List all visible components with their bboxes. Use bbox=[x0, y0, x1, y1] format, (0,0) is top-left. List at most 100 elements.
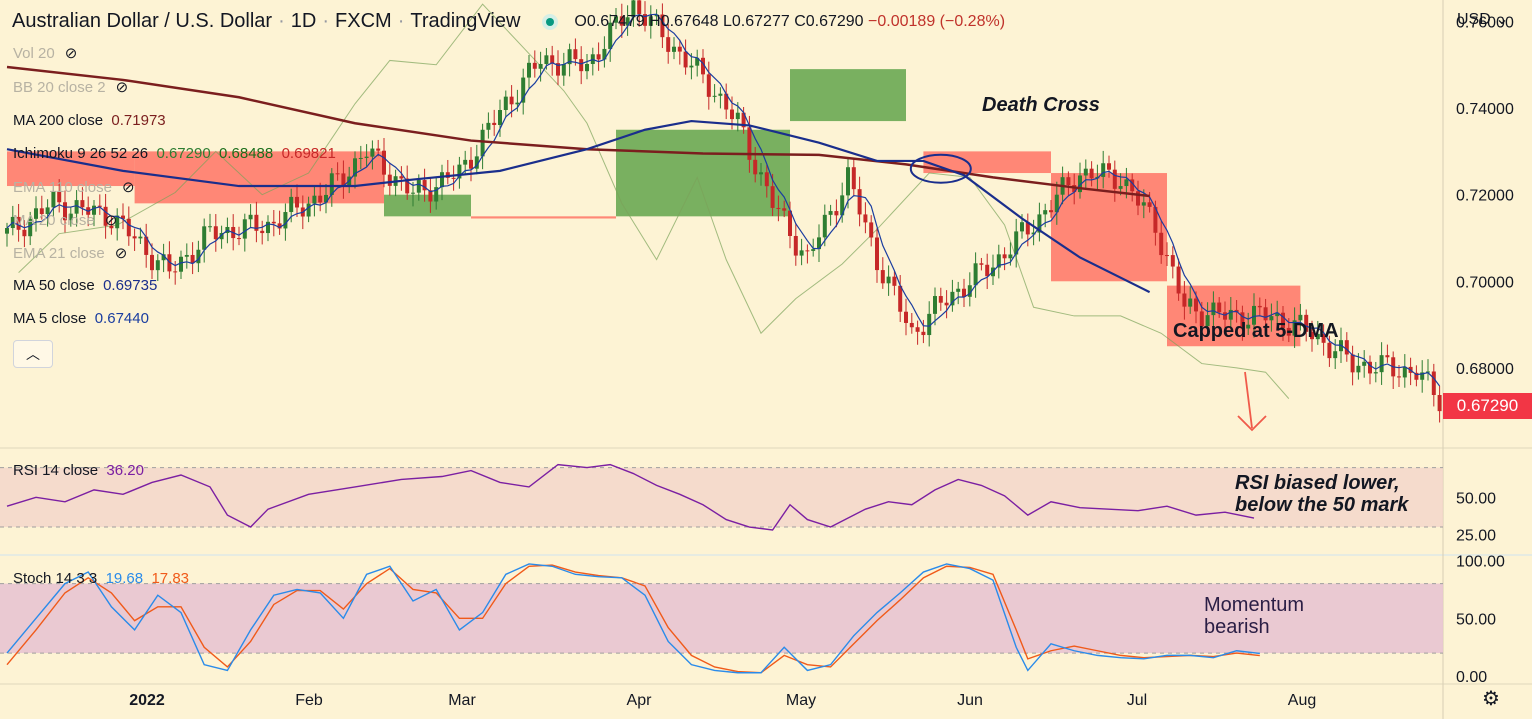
candle-body bbox=[161, 254, 166, 261]
candle-body bbox=[538, 63, 543, 69]
time-tick-label: Aug bbox=[1288, 692, 1316, 709]
candle-body bbox=[1107, 163, 1111, 170]
candle-body bbox=[880, 270, 885, 284]
candle-body bbox=[109, 225, 114, 229]
candle-body bbox=[260, 230, 265, 234]
candle-body bbox=[677, 46, 682, 52]
hidden-eye-icon[interactable]: ⊘ bbox=[104, 212, 118, 229]
candle-body bbox=[115, 215, 120, 229]
ichimoku-cloud-segment bbox=[471, 216, 616, 219]
candle-body bbox=[1083, 168, 1088, 176]
candle-body bbox=[184, 254, 189, 257]
candle-body bbox=[399, 176, 404, 179]
source-label: TradingView bbox=[410, 10, 521, 32]
candle-body bbox=[996, 254, 1001, 268]
candle-body bbox=[962, 288, 966, 297]
candle-body bbox=[1078, 175, 1082, 193]
candle-body bbox=[451, 177, 456, 179]
annotation-rsi-line1: RSI biased lower, bbox=[1235, 472, 1400, 494]
candle-body bbox=[724, 93, 729, 110]
candle-body bbox=[92, 205, 96, 215]
settings-gear-icon[interactable]: ⚙ bbox=[1482, 688, 1500, 710]
candle-body bbox=[196, 249, 201, 264]
candle-body bbox=[1199, 311, 1204, 327]
time-tick-label: Jul bbox=[1127, 692, 1147, 709]
exchange-label: FXCM bbox=[335, 10, 392, 32]
close-value: C0.67290 bbox=[794, 12, 864, 30]
candle-body bbox=[1263, 307, 1268, 321]
candle-body bbox=[695, 57, 700, 66]
candle-body bbox=[793, 235, 798, 256]
candle-body bbox=[1112, 169, 1117, 189]
candle-body bbox=[387, 174, 392, 186]
candle-body bbox=[318, 195, 323, 203]
hidden-eye-icon[interactable]: ⊘ bbox=[64, 45, 78, 62]
annotation-mom-line1: Momentum bbox=[1204, 594, 1305, 616]
candle-body bbox=[1118, 186, 1123, 189]
legend-ichimoku[interactable]: Ichimoku 9 26 52 26 0.67290 0.68488 0.69… bbox=[13, 145, 336, 162]
candle-body bbox=[851, 167, 856, 190]
candle-body bbox=[619, 16, 624, 26]
change-value: −0.00189 (−0.28%) bbox=[868, 12, 1006, 30]
candle-body bbox=[1379, 355, 1384, 373]
candle-body bbox=[973, 263, 978, 286]
candle-body bbox=[428, 190, 433, 202]
time-tick-label: Feb bbox=[295, 692, 323, 709]
candle-body bbox=[126, 218, 131, 237]
interval-label[interactable]: 1D bbox=[290, 10, 317, 32]
candle-body bbox=[254, 214, 259, 231]
time-tick-label: May bbox=[786, 692, 816, 709]
candle-body bbox=[1170, 255, 1175, 267]
candle-body bbox=[474, 156, 479, 169]
legend-bb[interactable]: BB 20 close 2 ⊘ bbox=[13, 79, 129, 96]
legend-stoch[interactable]: Stoch 14 3 3 19.68 17.83 bbox=[13, 570, 190, 587]
ma200-line bbox=[6, 65, 1150, 198]
symbol-name[interactable]: Australian Dollar / U.S. Dollar bbox=[12, 10, 273, 32]
candle-body bbox=[208, 226, 212, 228]
ichimoku-cloud-segment bbox=[616, 129, 790, 217]
currency-selector[interactable]: USD ⌄ bbox=[1457, 11, 1509, 28]
stoch-k-line bbox=[6, 563, 1260, 674]
candle-body bbox=[416, 180, 421, 193]
legend-ma20[interactable]: MA 20 close ⊘ bbox=[13, 212, 118, 229]
legend-ema21[interactable]: EMA 21 close ⊘ bbox=[13, 245, 128, 262]
time-tick-label: Mar bbox=[448, 692, 476, 709]
legend-rsi[interactable]: RSI 14 close 36.20 bbox=[13, 462, 144, 479]
legend-ma5[interactable]: MA 5 close 0.67440 bbox=[13, 310, 149, 327]
candle-body bbox=[1431, 371, 1436, 395]
candle-body bbox=[950, 291, 955, 306]
hidden-eye-icon[interactable]: ⊘ bbox=[114, 245, 128, 262]
hidden-eye-icon[interactable]: ⊘ bbox=[121, 179, 135, 196]
ichimoku-cloud-segment bbox=[384, 194, 471, 217]
candle-body bbox=[469, 159, 473, 169]
candle-body bbox=[1281, 312, 1285, 328]
candle-body bbox=[341, 173, 346, 186]
collapse-legend-button[interactable]: ︿ bbox=[13, 340, 53, 368]
legend-ma200[interactable]: MA 200 close 0.71973 bbox=[13, 112, 166, 129]
candle-body bbox=[283, 212, 288, 229]
rsi-value: 36.20 bbox=[106, 462, 144, 479]
candle-body bbox=[979, 263, 984, 265]
annotation-mom-line2: bearish bbox=[1204, 616, 1270, 638]
candle-body bbox=[266, 221, 270, 234]
candle-body bbox=[312, 195, 317, 204]
candle-body bbox=[1037, 214, 1042, 233]
annotation-death-cross: Death Cross bbox=[982, 94, 1100, 116]
candle-body bbox=[213, 226, 218, 240]
hidden-eye-icon[interactable]: ⊘ bbox=[115, 79, 129, 96]
candle-body bbox=[5, 228, 9, 234]
price-tick-label: 0.68000 bbox=[1456, 361, 1514, 378]
candle-body bbox=[74, 200, 79, 214]
candle-body bbox=[1368, 361, 1372, 374]
candle-body bbox=[579, 59, 584, 72]
candle-body bbox=[799, 250, 804, 256]
candle-body bbox=[1356, 365, 1361, 373]
candle-body bbox=[1252, 305, 1256, 325]
candle-body bbox=[1130, 179, 1135, 192]
legend-ma50[interactable]: MA 50 close 0.69735 bbox=[13, 277, 158, 294]
legend-ema110[interactable]: EMA 110 close ⊘ bbox=[13, 179, 135, 196]
legend-vol[interactable]: Vol 20 ⊘ bbox=[13, 45, 78, 62]
price-tick-label: 0.72000 bbox=[1456, 188, 1514, 205]
candle-body bbox=[63, 202, 67, 221]
